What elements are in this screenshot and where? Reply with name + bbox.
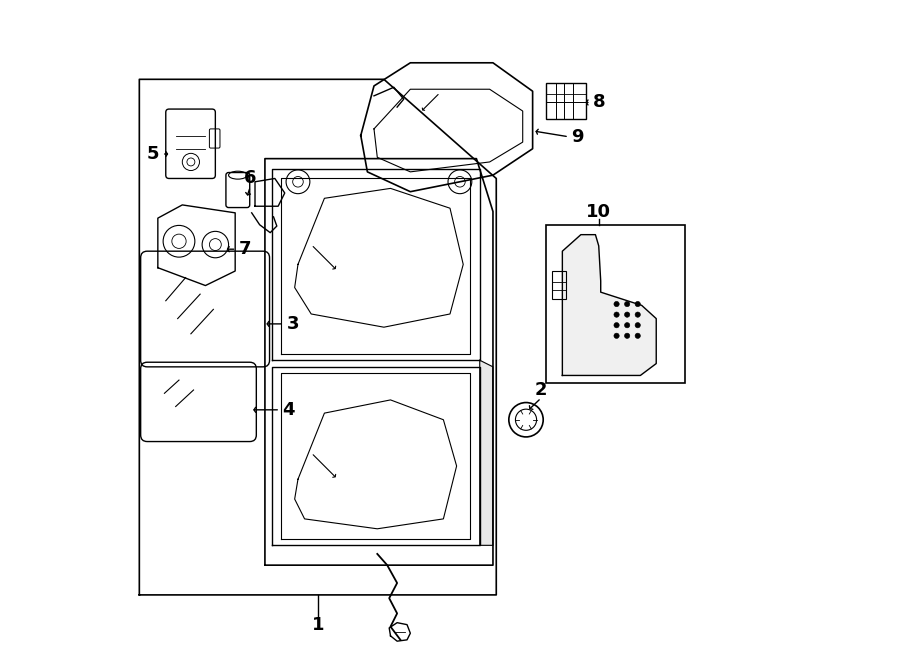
Bar — [545, 83, 586, 119]
Circle shape — [625, 301, 630, 307]
Circle shape — [635, 323, 641, 328]
Circle shape — [635, 312, 641, 317]
Circle shape — [614, 312, 619, 317]
Text: 7: 7 — [238, 240, 251, 258]
Circle shape — [614, 301, 619, 307]
Circle shape — [625, 323, 630, 328]
Circle shape — [625, 333, 630, 338]
Circle shape — [635, 301, 641, 307]
Text: 8: 8 — [593, 93, 606, 112]
Text: 10: 10 — [586, 202, 611, 221]
Text: 2: 2 — [535, 381, 547, 399]
Text: 4: 4 — [283, 401, 295, 419]
Bar — [545, 225, 685, 383]
Bar — [553, 271, 566, 299]
Circle shape — [625, 312, 630, 317]
Text: 9: 9 — [572, 128, 584, 146]
Circle shape — [635, 333, 641, 338]
Polygon shape — [562, 235, 656, 375]
Text: 3: 3 — [286, 315, 299, 333]
Circle shape — [614, 323, 619, 328]
Text: 6: 6 — [244, 169, 256, 188]
Circle shape — [614, 333, 619, 338]
Text: 5: 5 — [147, 145, 158, 163]
Polygon shape — [480, 360, 493, 545]
Text: 1: 1 — [311, 615, 324, 634]
